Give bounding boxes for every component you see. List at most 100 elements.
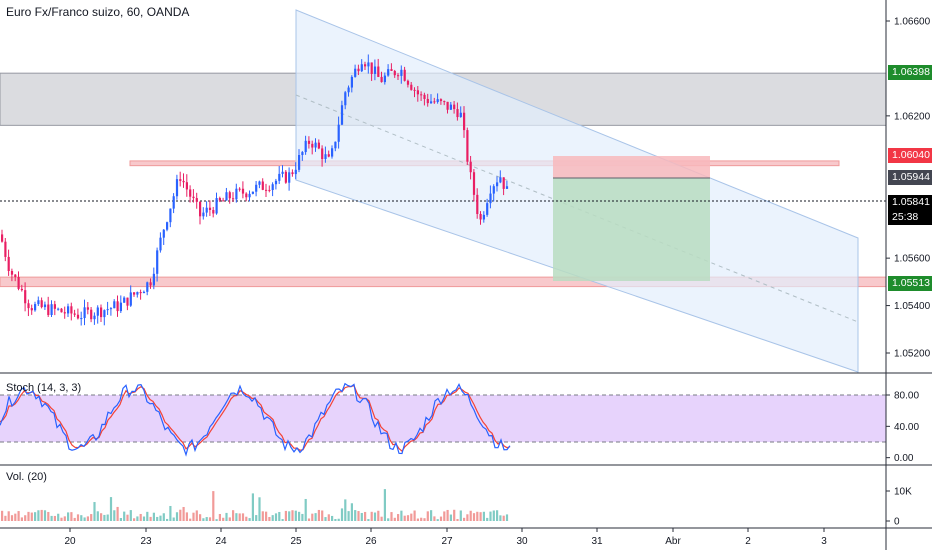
candle-body — [27, 303, 30, 309]
candle-body — [100, 307, 103, 318]
stoch-tick-label: 40.00 — [894, 422, 919, 433]
volume-bar — [212, 491, 215, 521]
time-tick-label: 2 — [745, 536, 751, 547]
volume-bar — [255, 515, 258, 521]
volume-pane[interactable] — [1, 489, 509, 521]
candle-body — [436, 99, 439, 103]
volume-bar — [466, 514, 469, 521]
volume-bar — [403, 515, 406, 521]
volume-bar — [456, 519, 459, 521]
candle-body — [492, 186, 495, 194]
candle-body — [453, 104, 456, 110]
volume-bar — [232, 510, 235, 521]
volume-bar — [222, 517, 225, 521]
volume-bar — [106, 514, 109, 521]
candle-body — [63, 312, 66, 314]
candle-body — [311, 143, 314, 148]
volume-bar — [367, 519, 370, 521]
candle-body — [380, 76, 383, 83]
candle-body — [393, 70, 396, 76]
candle-body — [265, 189, 268, 191]
time-tick-label: 3 — [821, 536, 827, 547]
volume-bar — [172, 517, 175, 521]
volume-bar — [420, 517, 423, 521]
candle-body — [53, 304, 56, 309]
candle-body — [251, 191, 254, 194]
volume-tick-label: 0 — [894, 517, 900, 528]
candle-body — [192, 196, 195, 199]
candle-body — [126, 297, 129, 306]
candle-body — [152, 273, 155, 286]
volume-bar — [53, 515, 56, 521]
volume-bar — [377, 510, 380, 521]
candle-body — [172, 196, 175, 209]
candle-body — [469, 161, 472, 173]
volume-bar — [459, 510, 462, 521]
volume-bar — [7, 511, 10, 521]
candle-body — [499, 177, 502, 183]
volume-bar — [218, 513, 221, 521]
candle-body — [129, 292, 132, 306]
candle-body — [136, 292, 139, 295]
volume-bar — [245, 516, 248, 521]
volume-bar — [291, 510, 294, 521]
stoch-label: Stoch (14, 3, 3) — [6, 382, 82, 394]
candle-body — [133, 292, 136, 295]
candle-body — [281, 171, 284, 174]
candle-body — [232, 198, 235, 200]
volume-bar — [436, 519, 439, 521]
volume-bar — [142, 516, 146, 521]
stoch-k-line — [0, 382, 511, 457]
volume-bar — [37, 510, 40, 521]
volume-tick-label: 10K — [894, 487, 912, 498]
price-tag-last: 1.05841 — [888, 195, 932, 210]
volume-bar — [169, 505, 172, 521]
volume-bar — [109, 497, 113, 521]
candle-body — [482, 214, 485, 220]
candle-body — [367, 62, 370, 67]
candle-body — [228, 192, 231, 199]
volume-bar — [357, 511, 360, 521]
candle-body — [324, 154, 327, 160]
volume-bar — [340, 508, 344, 521]
candle-body — [73, 313, 76, 315]
candle-body — [149, 282, 152, 286]
volume-bar — [446, 509, 449, 521]
volume-bar — [96, 511, 99, 521]
price-tick-label: 1.06200 — [894, 111, 931, 122]
candle-body — [420, 94, 423, 96]
volume-bar — [136, 516, 139, 521]
volume-bar — [430, 510, 433, 521]
volume-bar — [406, 515, 410, 521]
candle-body — [47, 304, 50, 316]
stoch-pane[interactable] — [0, 382, 886, 457]
candle-body — [222, 200, 225, 202]
volume-bar — [179, 509, 182, 521]
candle-body — [406, 80, 410, 85]
volume-bar — [116, 506, 119, 521]
price-pane[interactable] — [0, 9, 887, 373]
volume-bar — [337, 518, 340, 521]
candle-body — [109, 308, 113, 310]
candle-body — [449, 104, 452, 110]
candle-body — [123, 297, 126, 303]
stop-loss-area — [553, 156, 710, 178]
candle-body — [284, 171, 287, 183]
candle-body — [142, 291, 146, 294]
volume-bar — [314, 513, 317, 521]
volume-label: Vol. (20) — [6, 471, 47, 483]
candle-body — [331, 148, 334, 157]
volume-bar — [93, 502, 96, 521]
volume-bar — [334, 518, 337, 521]
volume-bar — [205, 517, 208, 521]
candle-body — [426, 98, 429, 104]
volume-bar — [307, 518, 311, 521]
candle-body — [7, 256, 10, 272]
candle-body — [156, 250, 159, 274]
candle-body — [83, 307, 86, 319]
volume-bar — [159, 515, 162, 521]
volume-bar — [390, 512, 393, 521]
candle-body — [505, 186, 509, 189]
